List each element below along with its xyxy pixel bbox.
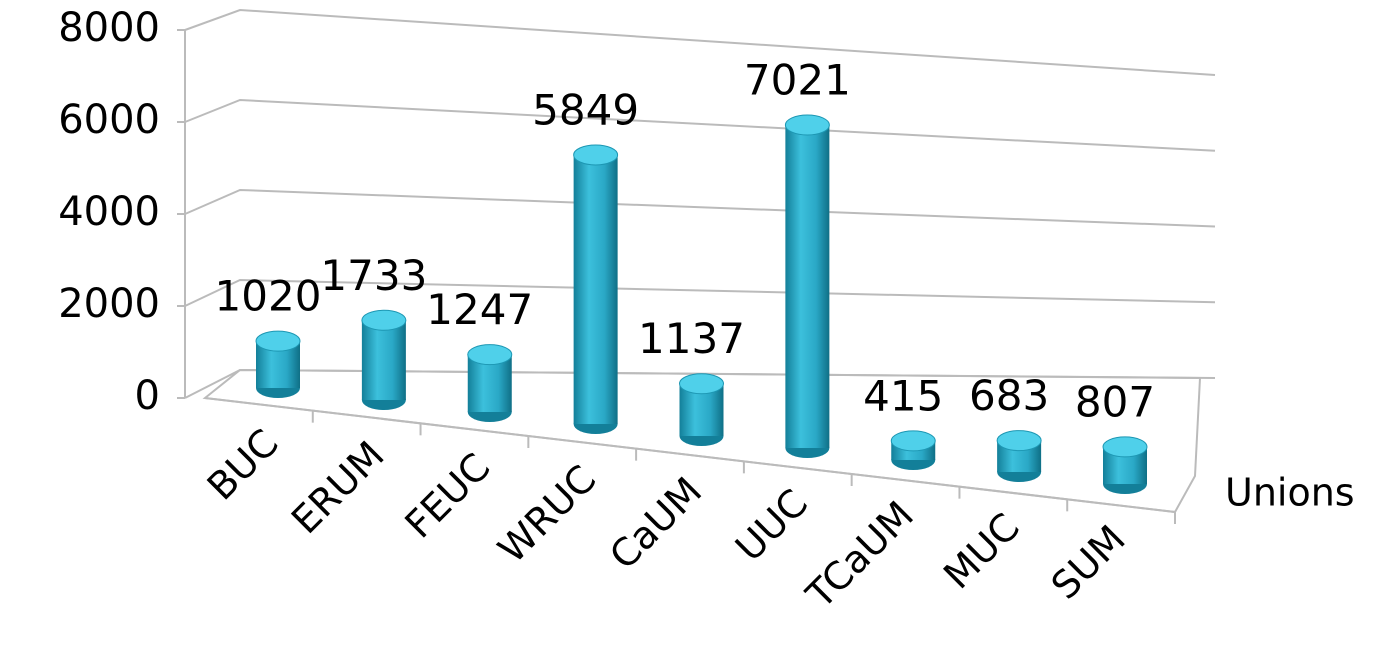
y-tick-label: 8000 <box>58 5 160 51</box>
bar-top <box>467 344 513 366</box>
grid-line <box>184 368 1216 399</box>
bar-top <box>255 330 301 352</box>
bar-top <box>1102 436 1148 458</box>
y-tick-label: 4000 <box>58 189 160 235</box>
grid-line <box>184 98 1216 152</box>
x-tick-label: ERUM <box>283 433 393 543</box>
x-tick-label: CaUM <box>601 469 710 578</box>
data-label: 415 <box>863 371 943 420</box>
grid-line <box>184 188 1216 228</box>
data-label: 1733 <box>320 251 427 300</box>
x-tick-label: TCaUM <box>797 493 922 618</box>
data-label: 1020 <box>215 272 322 321</box>
bar-top <box>361 309 407 331</box>
data-label: 807 <box>1075 377 1155 426</box>
x-tick-label: UUC <box>727 481 816 570</box>
x-tick-label: BUC <box>199 421 287 509</box>
x-tick-label: FEUC <box>397 445 499 547</box>
data-label: 1247 <box>426 285 533 334</box>
data-label: 1137 <box>638 314 745 363</box>
bar <box>785 125 830 448</box>
bar-top <box>784 114 830 136</box>
bar-top <box>573 144 619 166</box>
y-tick-label: 6000 <box>58 97 160 143</box>
x-tick-label: SUM <box>1043 517 1134 608</box>
bar <box>573 154 618 425</box>
bar-top <box>996 430 1042 452</box>
y-tick-label: 0 <box>135 373 160 419</box>
data-label: 683 <box>969 371 1049 420</box>
x-axis <box>204 397 1176 513</box>
bar-top <box>679 373 724 395</box>
bar <box>361 320 406 400</box>
y-tick-label: 2000 <box>58 281 160 327</box>
x-tick-label: WRUC <box>490 457 605 572</box>
data-label: 7021 <box>744 56 851 105</box>
bar-top <box>890 430 936 452</box>
grid-line <box>184 278 1216 307</box>
grid-line <box>184 8 1216 76</box>
x-axis-label: Unions <box>1225 471 1355 515</box>
data-label: 5849 <box>532 85 639 134</box>
x-tick-label: MUC <box>935 505 1028 598</box>
